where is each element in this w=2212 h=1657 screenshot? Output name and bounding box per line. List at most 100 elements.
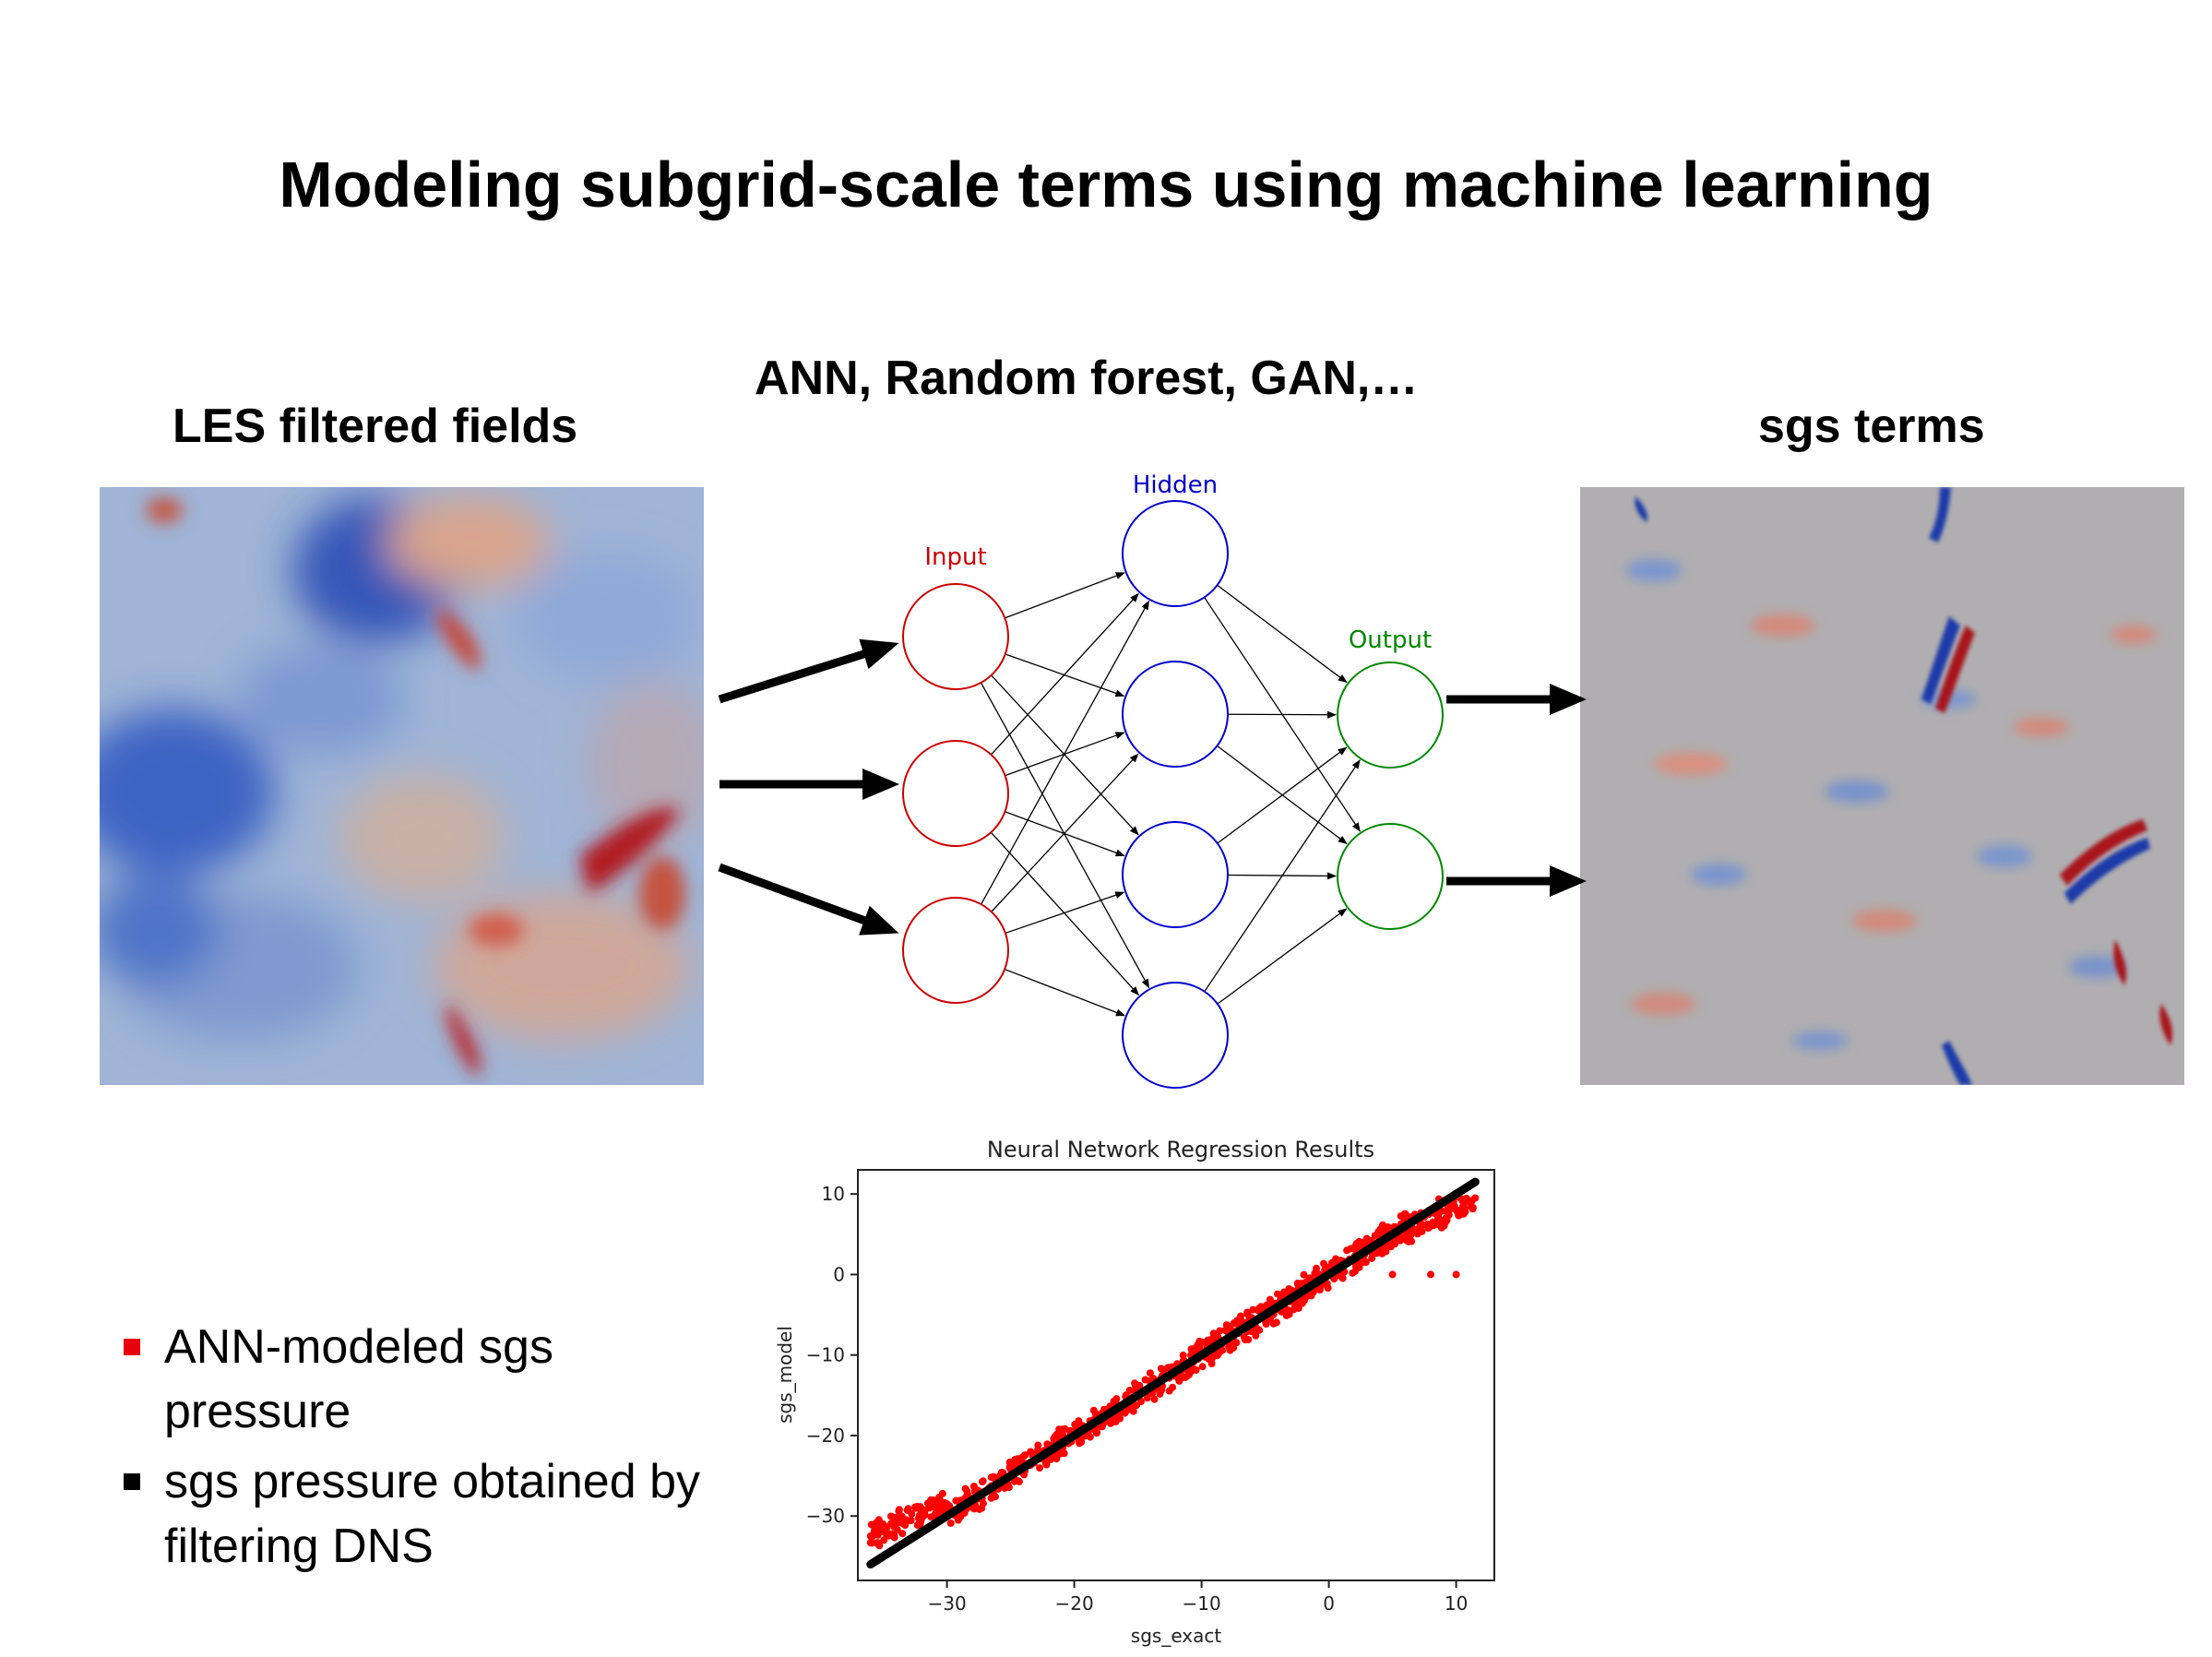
x-tick-label: −20: [1054, 1592, 1093, 1615]
red-point: [1388, 1270, 1397, 1279]
chart-title: Neural Network Regression Results: [987, 1137, 1374, 1162]
red-point: [1353, 1241, 1362, 1249]
red-point: [1397, 1236, 1405, 1245]
red-point: [1043, 1440, 1052, 1448]
output-node-1: [1337, 662, 1444, 769]
legend-item-ann: ANN-modeled sgs pressure: [122, 1315, 767, 1444]
red-point: [1323, 1280, 1331, 1288]
red-point: [1452, 1206, 1460, 1214]
edge-input3-hidden3: [1005, 891, 1125, 935]
red-point: [1455, 1211, 1463, 1220]
red-point: [990, 1473, 998, 1482]
network-nodes: [902, 500, 1444, 1089]
red-point: [904, 1517, 912, 1525]
legend-bullet-red: [124, 1339, 140, 1355]
hidden-layer-label: Hidden: [1133, 471, 1218, 499]
red-point: [1443, 1216, 1451, 1224]
red-point: [1284, 1305, 1292, 1314]
red-point: [873, 1519, 881, 1527]
y-tick-label: −20: [806, 1425, 845, 1447]
red-point: [1423, 1220, 1432, 1228]
red-point: [1407, 1231, 1415, 1239]
red-point: [1305, 1275, 1314, 1283]
edge-hidden1-output1: [1217, 584, 1348, 684]
red-point: [963, 1487, 971, 1496]
red-point: [1437, 1223, 1445, 1232]
edge-input3-hidden1: [981, 600, 1149, 905]
red-point: [932, 1509, 939, 1518]
red-point: [908, 1509, 916, 1518]
input-node-1: [902, 583, 1009, 690]
sgs-terms-field-image: [1580, 487, 2184, 1085]
red-point: [1112, 1395, 1121, 1403]
neural-network-diagram: Input Hidden Output: [718, 471, 1587, 1089]
edge-hidden2-output1: [1227, 710, 1338, 719]
red-point: [1146, 1369, 1154, 1377]
edge-input1-hidden1: [1005, 572, 1125, 619]
red-point: [1403, 1236, 1411, 1245]
red-point: [891, 1518, 899, 1526]
red-point: [1459, 1202, 1468, 1210]
red-point: [1052, 1455, 1061, 1463]
edge-input1-hidden3: [991, 674, 1139, 836]
red-point: [1300, 1270, 1308, 1279]
edge-hidden4-output2: [1217, 908, 1348, 1005]
red-point: [1150, 1395, 1159, 1403]
red-point: [1237, 1312, 1245, 1320]
output-layer-label: Output: [1349, 626, 1432, 654]
red-point: [992, 1493, 999, 1501]
output-node-2: [1337, 823, 1444, 930]
edge-input3-hidden4: [1004, 968, 1125, 1017]
red-point: [1307, 1292, 1315, 1300]
y-tick-label: 0: [833, 1263, 845, 1285]
red-point: [1089, 1406, 1098, 1414]
red-point: [911, 1504, 920, 1512]
red-point: [1076, 1439, 1084, 1448]
y-tick-label: 10: [822, 1183, 845, 1205]
red-point: [1216, 1327, 1224, 1335]
red-point: [1157, 1365, 1165, 1373]
regression-chart: Neural Network Regression Results −30 −20…: [774, 1137, 1495, 1647]
red-point: [1225, 1322, 1233, 1330]
red-point: [916, 1511, 923, 1520]
hidden-node-1: [1122, 500, 1229, 607]
edge-input3-hidden2: [991, 753, 1139, 912]
input-node-3: [902, 897, 1009, 1004]
red-point: [1468, 1203, 1476, 1211]
red-point: [1021, 1451, 1029, 1460]
red-point: [1241, 1336, 1249, 1344]
red-point: [1207, 1354, 1216, 1363]
red-point: [1471, 1194, 1480, 1202]
x-tick-label: −10: [1182, 1592, 1220, 1615]
x-axis-label: sgs_exact: [1131, 1625, 1222, 1647]
red-point: [904, 1505, 912, 1513]
red-point: [1041, 1459, 1050, 1467]
red-point: [1034, 1441, 1042, 1449]
network-edges: [980, 572, 1361, 1017]
red-point: [979, 1478, 986, 1485]
red-point: [1382, 1223, 1390, 1232]
red-point: [1349, 1269, 1357, 1277]
red-point: [943, 1500, 951, 1508]
red-point: [1175, 1377, 1183, 1385]
red-point: [938, 1489, 946, 1497]
red-point: [878, 1522, 886, 1531]
red-point: [1182, 1373, 1190, 1381]
y-tick-label: −10: [806, 1344, 845, 1366]
red-point: [1108, 1415, 1116, 1424]
red-point: [880, 1536, 888, 1544]
y-tick-label: −30: [806, 1505, 845, 1527]
edge-input2-hidden1: [991, 592, 1139, 756]
red-point: [1133, 1401, 1140, 1410]
edge-input2-hidden4: [990, 831, 1140, 996]
x-tick-label: 10: [1445, 1592, 1468, 1615]
red-point: [946, 1519, 955, 1527]
red-point: [1376, 1225, 1385, 1234]
red-point: [1294, 1281, 1302, 1289]
hidden-node-4: [1122, 982, 1229, 1089]
red-point: [925, 1503, 934, 1511]
right-panel-label: sgs terms: [1758, 399, 1985, 453]
input-arrow-3: [718, 863, 899, 936]
red-point: [1013, 1476, 1021, 1484]
red-point: [1198, 1363, 1207, 1371]
